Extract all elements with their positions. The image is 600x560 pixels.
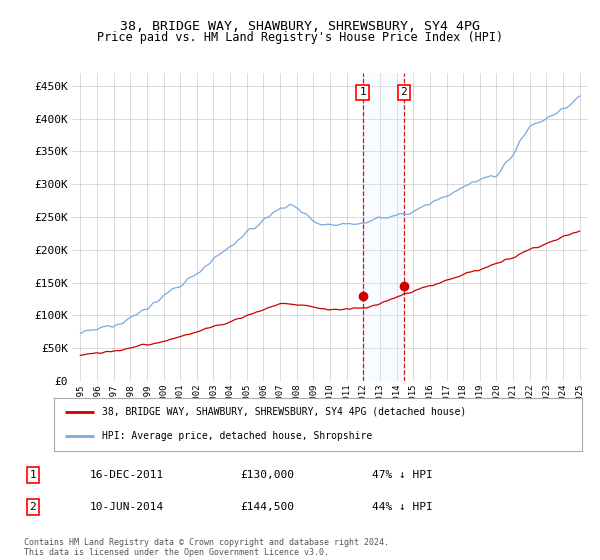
Text: 47% ↓ HPI: 47% ↓ HPI — [372, 470, 433, 480]
Text: 38, BRIDGE WAY, SHAWBURY, SHREWSBURY, SY4 4PG (detached house): 38, BRIDGE WAY, SHAWBURY, SHREWSBURY, SY… — [101, 407, 466, 417]
Text: 16-DEC-2011: 16-DEC-2011 — [90, 470, 164, 480]
Bar — [362, 73, 404, 381]
Text: Price paid vs. HM Land Registry's House Price Index (HPI): Price paid vs. HM Land Registry's House … — [97, 31, 503, 44]
Text: 2: 2 — [29, 502, 37, 512]
Text: 1: 1 — [359, 87, 366, 97]
Text: 10-JUN-2014: 10-JUN-2014 — [90, 502, 164, 512]
Text: £144,500: £144,500 — [240, 502, 294, 512]
Text: HPI: Average price, detached house, Shropshire: HPI: Average price, detached house, Shro… — [101, 431, 372, 441]
Text: Contains HM Land Registry data © Crown copyright and database right 2024.
This d: Contains HM Land Registry data © Crown c… — [24, 538, 389, 557]
Text: £130,000: £130,000 — [240, 470, 294, 480]
Text: 2: 2 — [401, 87, 407, 97]
Text: 1: 1 — [29, 470, 37, 480]
Text: 38, BRIDGE WAY, SHAWBURY, SHREWSBURY, SY4 4PG: 38, BRIDGE WAY, SHAWBURY, SHREWSBURY, SY… — [120, 20, 480, 32]
Text: 44% ↓ HPI: 44% ↓ HPI — [372, 502, 433, 512]
